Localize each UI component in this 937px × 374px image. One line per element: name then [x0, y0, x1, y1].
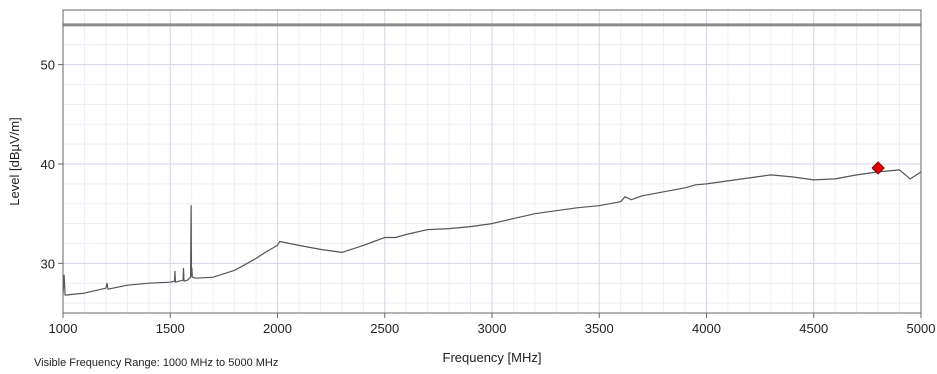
x-axis-title: Frequency [MHz]: [443, 350, 542, 365]
peak-marker: [871, 161, 885, 175]
x-tick-label: 5000: [907, 321, 936, 336]
x-tick-label: 4000: [692, 321, 721, 336]
x-axis-ticks: 1000 1500 2000 2500 3000 3500 4000 4500 5000: [49, 313, 936, 336]
minor-grid: [63, 10, 921, 313]
marker-layer: [871, 161, 885, 175]
x-tick-label: 3000: [478, 321, 507, 336]
x-tick-label: 4500: [799, 321, 828, 336]
series-layer: [62, 23, 922, 296]
x-tick-label: 2000: [263, 321, 292, 336]
y-axis-ticks: 30 40 50: [41, 58, 63, 271]
visible-range-note: Visible Frequency Range: 1000 MHz to 500…: [34, 357, 279, 369]
y-tick-label: 50: [41, 58, 55, 73]
x-tick-label: 3500: [585, 321, 614, 336]
y-tick-label: 40: [41, 157, 55, 172]
measurement-trace: [62, 169, 922, 296]
x-tick-label: 1000: [49, 321, 78, 336]
y-axis-title: Level [dBµV/m]: [7, 117, 22, 205]
y-tick-label: 30: [41, 256, 55, 271]
x-tick-label: 2500: [370, 321, 399, 336]
x-tick-label: 1500: [156, 321, 185, 336]
